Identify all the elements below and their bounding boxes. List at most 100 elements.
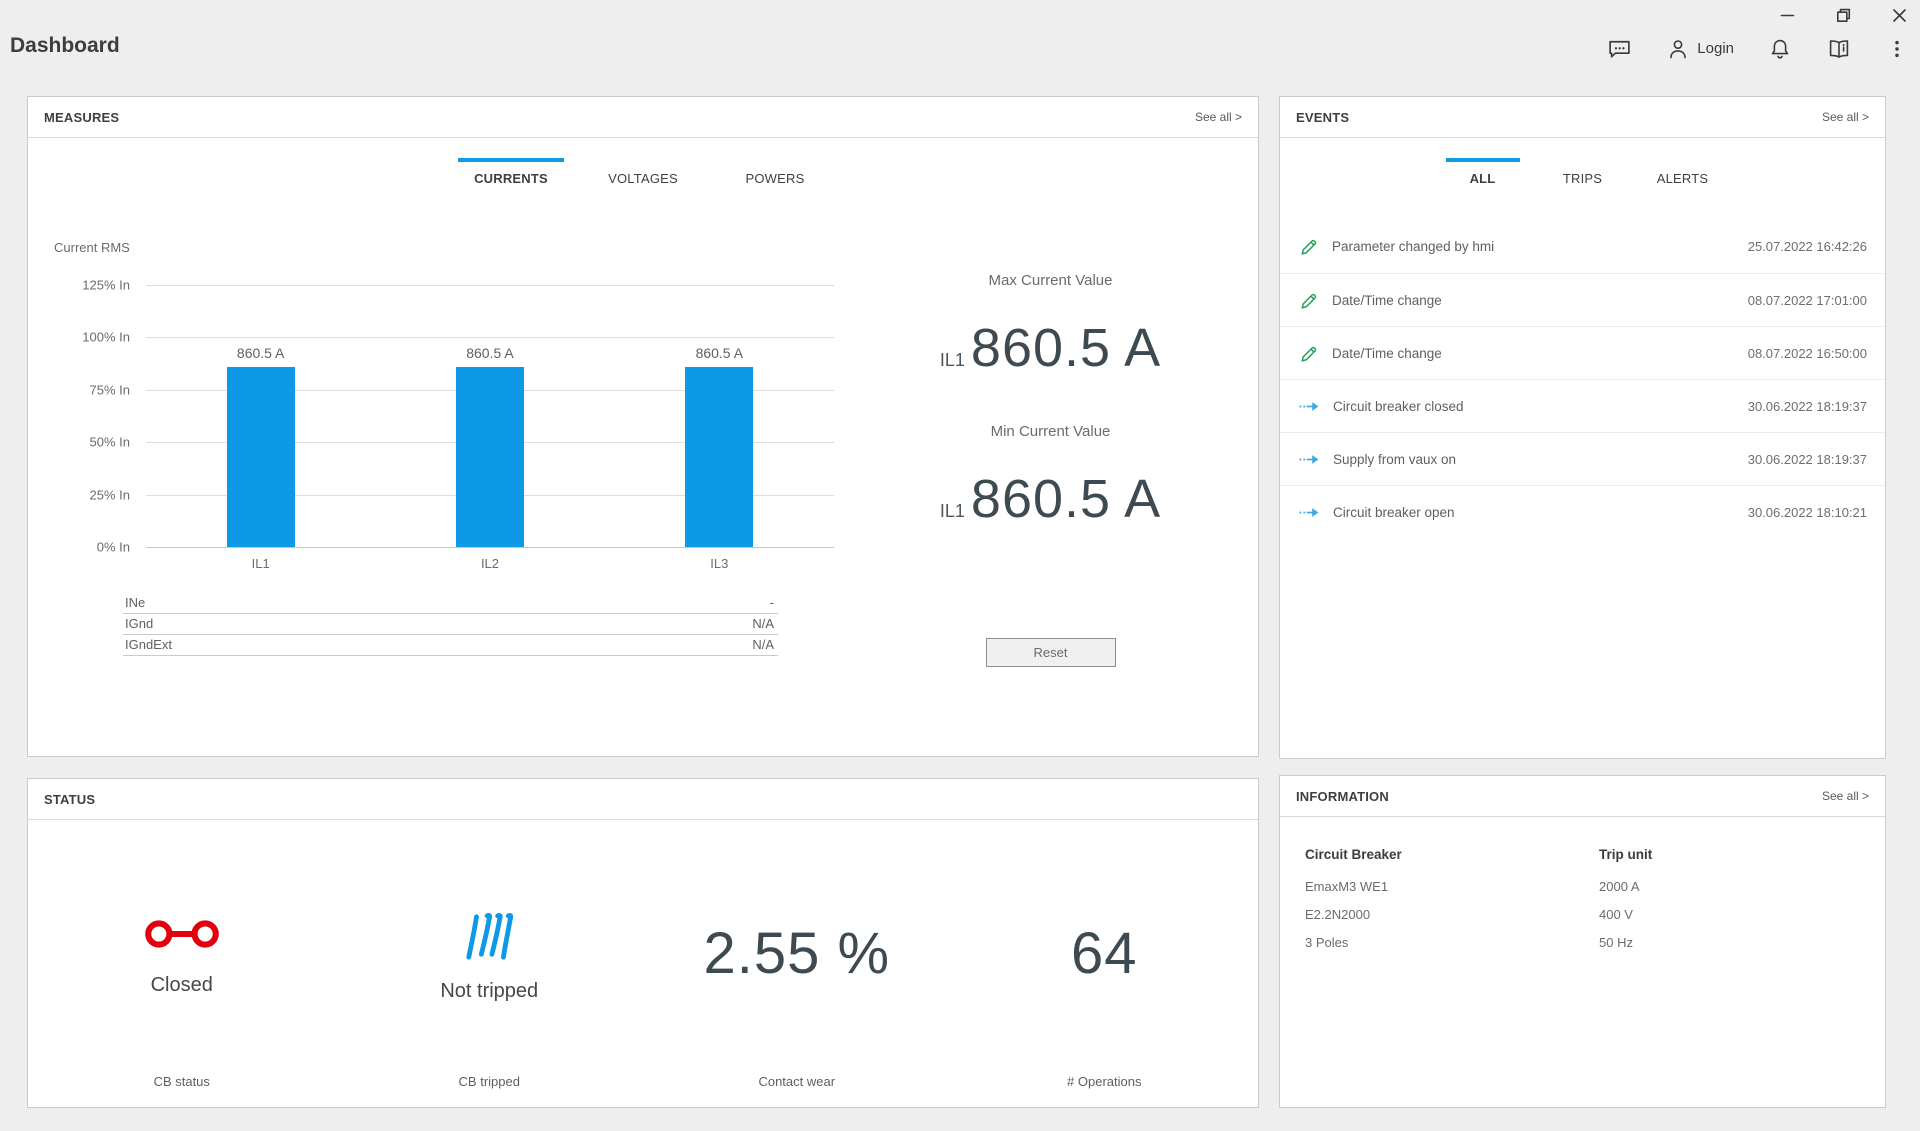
cb-model: EmaxM3 WE1 <box>1305 879 1389 894</box>
tab-currents[interactable]: CURRENTS <box>452 158 570 186</box>
max-current-title: Max Current Value <box>988 272 1113 289</box>
table-row: IGnd N/A <box>123 614 778 635</box>
cb-tripped-value: Not tripped <box>440 980 539 1002</box>
information-panel: INFORMATION See all > Circuit Breaker Tr… <box>1279 775 1886 1108</box>
information-grid: Circuit Breaker Trip unit EmaxM3 WE1 200… <box>1280 817 1885 950</box>
event-row[interactable]: Circuit breaker open 30.06.2022 18:10:21 <box>1280 485 1885 538</box>
event-row[interactable]: Circuit breaker closed 30.06.2022 18:19:… <box>1280 379 1885 432</box>
chart-title: Current RMS <box>54 240 130 255</box>
manual-book-icon[interactable] <box>1826 37 1852 61</box>
minimize-button[interactable] <box>1774 2 1800 28</box>
table-row: INe - <box>123 593 778 614</box>
cb-poles: 3 Poles <box>1305 935 1349 950</box>
login-button[interactable]: Login <box>1666 37 1734 61</box>
trip-unit-column-header: Trip unit <box>1599 847 1653 862</box>
y-tick: 25% In <box>89 487 130 503</box>
topbar: Dashboard <box>0 0 1920 82</box>
trip-unit-frequency: 50 Hz <box>1599 935 1633 950</box>
min-current-title: Min Current Value <box>990 423 1111 440</box>
y-tick: 75% In <box>89 382 130 398</box>
table-row: IGndExt N/A <box>123 635 778 656</box>
event-timestamp: 08.07.2022 17:01:00 <box>1747 292 1867 308</box>
login-label: Login <box>1697 40 1734 57</box>
pencil-icon <box>1301 239 1317 255</box>
event-arrow-icon <box>1299 401 1319 411</box>
information-see-all-link[interactable]: See all > <box>1821 789 1869 803</box>
event-row[interactable]: Date/Time change 08.07.2022 16:50:00 <box>1280 326 1885 379</box>
pencil-icon <box>1301 293 1317 309</box>
restore-button[interactable] <box>1830 2 1856 28</box>
event-row[interactable]: Supply from vaux on 30.06.2022 18:19:37 <box>1280 432 1885 485</box>
events-list: Parameter changed by hmi 25.07.2022 16:4… <box>1280 220 1885 538</box>
circuit-breaker-column-header: Circuit Breaker <box>1305 847 1402 862</box>
bar-value-label: 860.5 A <box>695 344 744 361</box>
bar-il3 <box>685 366 754 547</box>
status-cb-tripped: Not tripped CB tripped <box>336 820 644 1107</box>
kebab-menu-icon[interactable] <box>1886 37 1908 61</box>
measures-panel: MEASURES See all > CURRENTS VOLTAGES POW… <box>27 96 1259 757</box>
trip-unit-rated-current: 2000 A <box>1599 879 1640 894</box>
events-panel: EVENTS See all > ALL TRIPS ALERTS Parame… <box>1279 96 1886 759</box>
tab-alerts[interactable]: ALERTS <box>1656 171 1709 186</box>
events-see-all-link[interactable]: See all > <box>1821 110 1869 124</box>
information-title: INFORMATION <box>1296 788 1389 804</box>
bar-il1 <box>226 366 295 547</box>
x-tick: IL3 <box>710 556 729 571</box>
pencil-icon <box>1301 346 1317 362</box>
measures-see-all-link[interactable]: See all > <box>1194 110 1242 124</box>
notifications-bell-icon[interactable] <box>1768 37 1792 61</box>
x-tick: IL1 <box>251 556 270 571</box>
status-contact-wear: 2.55 % Contact wear <box>643 820 951 1107</box>
event-row[interactable]: Date/Time change 08.07.2022 17:01:00 <box>1280 273 1885 326</box>
trip-unit-voltage: 400 V <box>1599 907 1633 922</box>
minmax-values: Max Current Value IL1 860.5 A Min Curren… <box>843 234 1258 667</box>
measures-tabs: CURRENTS VOLTAGES POWERS <box>28 158 1258 186</box>
tab-trips[interactable]: TRIPS <box>1562 171 1603 186</box>
y-tick: 0% In <box>96 539 130 555</box>
operations-value: 64 <box>1070 921 1138 986</box>
event-timestamp: 08.07.2022 16:50:00 <box>1747 345 1867 361</box>
event-arrow-icon <box>1299 507 1319 517</box>
status-body: Closed CB status Not tripped CB tripped … <box>28 820 1258 1107</box>
current-rms-chart: Current RMS 125% In 100% In 75% In 50% I… <box>28 234 843 667</box>
measures-header: MEASURES See all > <box>28 97 1258 138</box>
not-tripped-icon <box>466 912 514 960</box>
status-title: STATUS <box>44 791 96 807</box>
tab-voltages[interactable]: VOLTAGES <box>608 171 678 186</box>
event-timestamp: 30.06.2022 18:19:37 <box>1747 451 1867 467</box>
ground-currents-table: INe - IGnd N/A IGndExt N/A <box>123 593 778 656</box>
cb-status-value: Closed <box>150 974 213 996</box>
reset-button[interactable]: Reset <box>985 638 1116 667</box>
close-button[interactable] <box>1886 2 1912 28</box>
topbar-actions: Login <box>1607 36 1908 61</box>
status-operations: 64 # Operations <box>951 820 1259 1107</box>
contact-wear-caption: Contact wear <box>758 1074 836 1089</box>
bar-value-label: 860.5 A <box>466 344 514 361</box>
bar-il2 <box>455 366 524 547</box>
events-tabs: ALL TRIPS ALERTS <box>1280 158 1885 186</box>
events-header: EVENTS See all > <box>1280 97 1885 138</box>
tab-all[interactable]: ALL <box>1440 158 1526 186</box>
active-tab-indicator <box>458 158 564 162</box>
y-tick: 125% In <box>82 277 130 293</box>
feedback-chat-icon[interactable] <box>1607 36 1632 61</box>
measures-content: Current RMS 125% In 100% In 75% In 50% I… <box>28 234 1258 667</box>
window-controls <box>1774 2 1912 28</box>
max-current-value: IL1 860.5 A <box>939 318 1162 378</box>
operations-caption: # Operations <box>1067 1074 1142 1089</box>
y-tick: 50% In <box>89 434 130 450</box>
page-title: Dashboard <box>10 34 120 57</box>
cb-tripped-caption: CB tripped <box>458 1074 520 1089</box>
active-tab-indicator <box>1445 158 1520 162</box>
information-header: INFORMATION See all > <box>1280 776 1885 817</box>
cb-type: E2.2N2000 <box>1305 907 1371 922</box>
y-tick: 100% In <box>82 329 130 345</box>
measures-title: MEASURES <box>44 109 120 125</box>
bar-value-label: 860.5 A <box>236 344 285 361</box>
event-timestamp: 30.06.2022 18:10:21 <box>1747 504 1867 520</box>
event-row[interactable]: Parameter changed by hmi 25.07.2022 16:4… <box>1280 220 1885 273</box>
event-timestamp: 30.06.2022 18:19:37 <box>1747 398 1867 414</box>
tab-powers[interactable]: POWERS <box>745 171 805 186</box>
x-tick: IL2 <box>480 556 500 571</box>
status-cb-status: Closed CB status <box>28 820 336 1107</box>
